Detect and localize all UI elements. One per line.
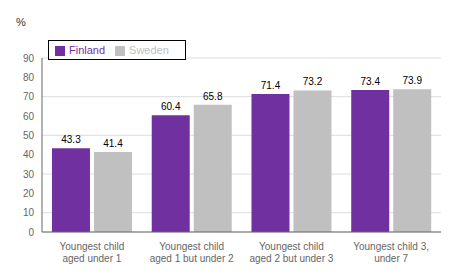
html-text:Sweden: Sweden: [129, 44, 169, 56]
svg-text:Youngest child 3,under 7: Youngest child 3,under 7: [353, 241, 429, 264]
svg-text:73.9: 73.9: [402, 75, 422, 86]
svg-text:Youngest childaged under 1: Youngest childaged under 1: [60, 241, 125, 264]
svg-text:0: 0: [28, 227, 34, 238]
svg-text:50: 50: [23, 130, 35, 141]
svg-text:73.2: 73.2: [303, 76, 323, 87]
svg-text:60: 60: [23, 111, 35, 122]
svg-text:10: 10: [23, 207, 35, 218]
svg-text:30: 30: [23, 169, 35, 180]
svg-text:90: 90: [23, 53, 35, 64]
svg-text:71.4: 71.4: [261, 80, 281, 91]
svg-text:65.8: 65.8: [203, 91, 223, 102]
svg-text:20: 20: [23, 188, 35, 199]
svg-text:60.4: 60.4: [161, 101, 181, 112]
svg-text:Youngest childaged 2 but under: Youngest childaged 2 but under 3: [249, 241, 333, 264]
svg-text:41.4: 41.4: [103, 138, 123, 149]
svg-text:Youngest childaged 1 but under: Youngest childaged 1 but under 2: [150, 241, 234, 264]
svg-text:73.4: 73.4: [360, 76, 380, 87]
svg-text:70: 70: [23, 91, 35, 102]
svg-text:40: 40: [23, 149, 35, 160]
svg-text:80: 80: [23, 72, 35, 83]
svg-text:43.3: 43.3: [61, 134, 81, 145]
html-text:Finland: Finland: [69, 44, 106, 56]
